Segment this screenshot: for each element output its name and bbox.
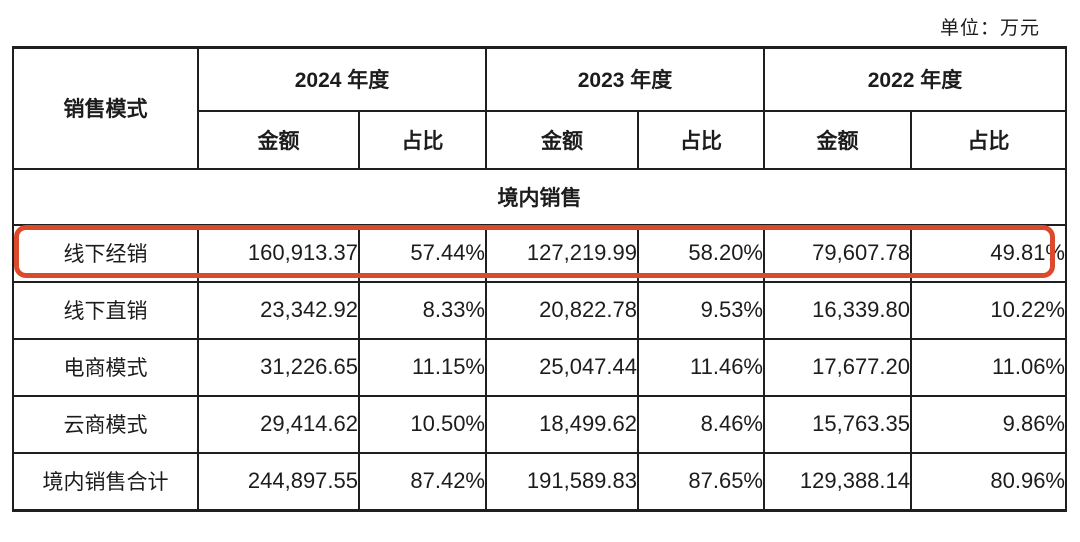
- row-label: 电商模式: [12, 337, 199, 397]
- cell-ratio-2022: 49.81%: [910, 223, 1067, 283]
- column-header-sales-mode: 销售模式: [12, 46, 199, 170]
- section-row-domestic-sales: 境内销售: [12, 167, 1067, 226]
- cell-ratio-2024: 87.42%: [358, 451, 487, 512]
- cell-amount-2022: 16,339.80: [763, 280, 912, 340]
- table-row-offline-direct: 线下直销 23,342.92 8.33% 20,822.78 9.53% 16,…: [12, 280, 1067, 340]
- column-header-year-2024: 2024 年度: [197, 46, 487, 112]
- cell-ratio-2023: 87.65%: [637, 451, 765, 512]
- subheader-ratio-2022: 占比: [910, 109, 1067, 170]
- cell-amount-2023: 25,047.44: [485, 337, 639, 397]
- cell-ratio-2024: 11.15%: [358, 337, 487, 397]
- row-label: 云商模式: [12, 394, 199, 454]
- cell-ratio-2024: 8.33%: [358, 280, 487, 340]
- subheader-ratio-2024: 占比: [358, 109, 487, 170]
- cell-amount-2023: 191,589.83: [485, 451, 639, 512]
- cell-ratio-2022: 11.06%: [910, 337, 1067, 397]
- table-row-offline-distribution: 线下经销 160,913.37 57.44% 127,219.99 58.20%…: [12, 223, 1067, 283]
- cell-amount-2022: 129,388.14: [763, 451, 912, 512]
- cell-ratio-2024: 10.50%: [358, 394, 487, 454]
- subheader-amount-2023: 金额: [485, 109, 639, 170]
- cell-amount-2023: 18,499.62: [485, 394, 639, 454]
- cell-ratio-2022: 10.22%: [910, 280, 1067, 340]
- row-label: 线下直销: [12, 280, 199, 340]
- sales-by-channel-table: 销售模式 2024 年度 2023 年度 2022 年度 金额 占比 金额 占比…: [12, 46, 1067, 512]
- cell-amount-2022: 15,763.35: [763, 394, 912, 454]
- cell-amount-2024: 31,226.65: [197, 337, 360, 397]
- cell-ratio-2022: 9.86%: [910, 394, 1067, 454]
- cell-amount-2024: 160,913.37: [197, 223, 360, 283]
- section-header-domestic-sales: 境内销售: [12, 167, 1067, 226]
- cell-amount-2022: 17,677.20: [763, 337, 912, 397]
- cell-ratio-2022: 80.96%: [910, 451, 1067, 512]
- cell-ratio-2023: 58.20%: [637, 223, 765, 283]
- cell-amount-2024: 23,342.92: [197, 280, 360, 340]
- cell-amount-2023: 20,822.78: [485, 280, 639, 340]
- cell-amount-2022: 79,607.78: [763, 223, 912, 283]
- cell-ratio-2024: 57.44%: [358, 223, 487, 283]
- row-label: 线下经销: [12, 223, 199, 283]
- subheader-amount-2022: 金额: [763, 109, 912, 170]
- subheader-amount-2024: 金额: [197, 109, 360, 170]
- cell-amount-2023: 127,219.99: [485, 223, 639, 283]
- table-row-domestic-total: 境内销售合计 244,897.55 87.42% 191,589.83 87.6…: [12, 451, 1067, 512]
- cell-ratio-2023: 11.46%: [637, 337, 765, 397]
- table-row-ecommerce: 电商模式 31,226.65 11.15% 25,047.44 11.46% 1…: [12, 337, 1067, 397]
- row-label: 境内销售合计: [12, 451, 199, 512]
- cell-ratio-2023: 8.46%: [637, 394, 765, 454]
- cell-amount-2024: 29,414.62: [197, 394, 360, 454]
- table-row-cloud-commerce: 云商模式 29,414.62 10.50% 18,499.62 8.46% 15…: [12, 394, 1067, 454]
- cell-amount-2024: 244,897.55: [197, 451, 360, 512]
- unit-label: 单位：万元: [939, 18, 1040, 39]
- cell-ratio-2023: 9.53%: [637, 280, 765, 340]
- subheader-ratio-2023: 占比: [637, 109, 765, 170]
- column-header-year-2023: 2023 年度: [485, 46, 765, 112]
- column-header-year-2022: 2022 年度: [763, 46, 1067, 112]
